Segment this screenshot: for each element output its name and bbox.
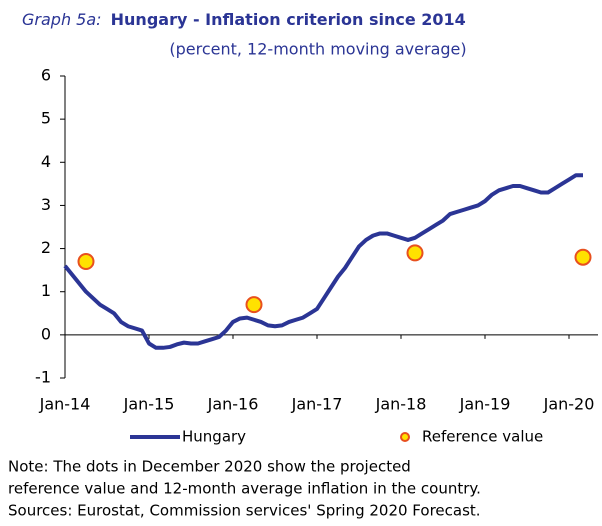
x-tick-label: Jan-20: [543, 395, 595, 414]
x-tick-label: Jan-17: [291, 395, 343, 414]
x-tick-label: Jan-18: [375, 395, 427, 414]
title-text: Hungary - Inflation criterion since 2014: [111, 10, 466, 29]
note: reference value and 12-month average inf…: [8, 480, 481, 498]
legend-dot: [400, 432, 410, 442]
y-tick-label: -1: [35, 368, 51, 387]
reference-dot: [245, 296, 263, 314]
x-tick-label: Jan-14: [39, 395, 91, 414]
reference-dot: [574, 248, 592, 266]
chart-subtitle: (percent, 12-month moving average): [169, 40, 466, 59]
y-tick-label: 0: [41, 324, 51, 343]
reference-dot: [406, 244, 424, 262]
x-tick-label: Jan-15: [123, 395, 175, 414]
y-tick-label: 4: [41, 152, 51, 171]
chart-title: Graph 5a: Hungary - Inflation criterion …: [22, 10, 466, 29]
y-tick-label: 3: [41, 195, 51, 214]
x-tick-label: Jan-19: [459, 395, 511, 414]
y-tick-label: 2: [41, 238, 51, 257]
note: Sources: Eurostat, Commission services' …: [8, 502, 481, 520]
y-tick-label: 1: [41, 281, 51, 300]
reference-dot: [77, 253, 95, 271]
title-prefix: Graph 5a:: [22, 10, 102, 29]
y-tick-label: 5: [41, 109, 51, 128]
note: Note: The dots in December 2020 show the…: [8, 458, 411, 476]
y-tick-label: 6: [41, 66, 51, 85]
series-line: [63, 173, 583, 350]
legend-label: Hungary: [182, 428, 246, 446]
legend-label: Reference value: [422, 428, 543, 446]
x-tick-label: Jan-16: [207, 395, 259, 414]
